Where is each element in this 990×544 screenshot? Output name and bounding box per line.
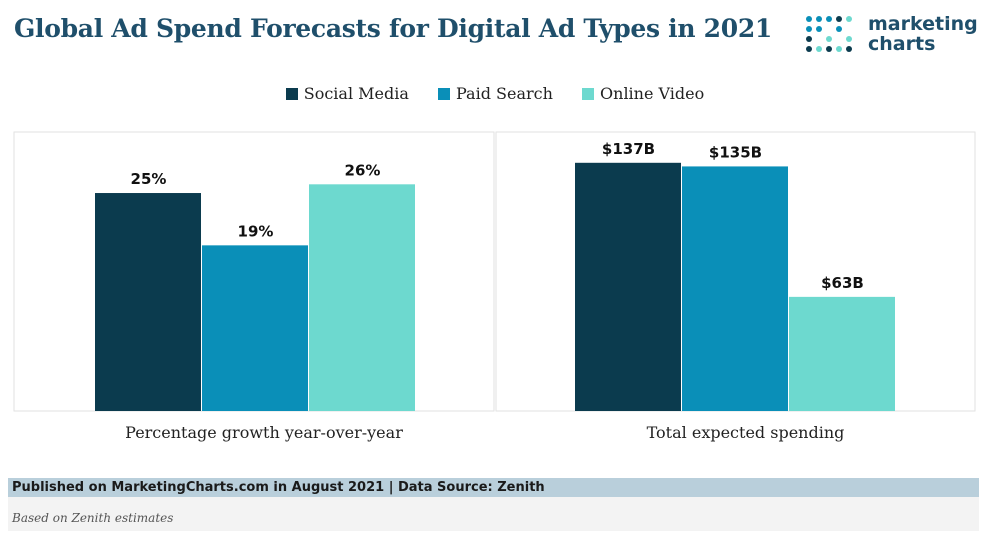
source-text: Published on MarketingCharts.com in Augu… xyxy=(12,480,545,495)
data-label-percentage-growth-social-media: 25% xyxy=(131,170,167,188)
legend-swatch-social-media xyxy=(285,88,298,100)
footer-band xyxy=(8,478,979,497)
logo-line-2: charts xyxy=(868,33,936,55)
bar-percentage-growth-social-media xyxy=(95,193,201,411)
bar-total-spending-paid-search xyxy=(682,166,788,411)
legend-label-online-video: Online Video xyxy=(600,84,705,103)
legend-swatch-paid-search xyxy=(438,88,450,100)
chart-legend: Social Media Paid Search Online Video xyxy=(0,84,990,103)
data-label-total-spending-paid-search: $135B xyxy=(709,143,762,161)
data-label-total-spending-online-video: $63B xyxy=(821,274,864,292)
logo-dots-icon xyxy=(806,16,852,52)
legend-item-social-media: Social Media xyxy=(285,84,409,103)
bar-percentage-growth-paid-search xyxy=(202,245,308,411)
logo-wordmark: marketing charts xyxy=(868,14,978,54)
legend-label-paid-search: Paid Search xyxy=(456,84,553,103)
marketingcharts-logo: marketing charts xyxy=(804,12,984,62)
chart-title: Global Ad Spend Forecasts for Digital Ad… xyxy=(14,14,773,43)
data-label-percentage-growth-paid-search: 19% xyxy=(238,222,274,240)
footnote-text: Based on Zenith estimates xyxy=(12,511,174,525)
bar-total-spending-social-media xyxy=(575,162,681,411)
data-label-total-spending-social-media: $137B xyxy=(602,140,655,158)
x-axis-label-percentage-growth: Percentage growth year-over-year xyxy=(125,423,403,442)
x-axis-label-total-spending: Total expected spending xyxy=(647,423,845,442)
legend-item-online-video: Online Video xyxy=(582,84,704,103)
chart-canvas: 25% 19% 26% Percentage growth year-over-yea… xyxy=(13,131,976,442)
legend-item-paid-search: Paid Search xyxy=(438,84,553,103)
legend-swatch-online-video xyxy=(582,88,595,100)
bar-total-spending-online-video xyxy=(789,296,895,411)
bar-percentage-growth-online-video xyxy=(309,184,415,411)
note-band xyxy=(8,497,979,531)
data-label-percentage-growth-online-video: 26% xyxy=(345,161,381,179)
logo-line-1: marketing xyxy=(868,13,978,35)
legend-label-social-media: Social Media xyxy=(303,84,409,103)
